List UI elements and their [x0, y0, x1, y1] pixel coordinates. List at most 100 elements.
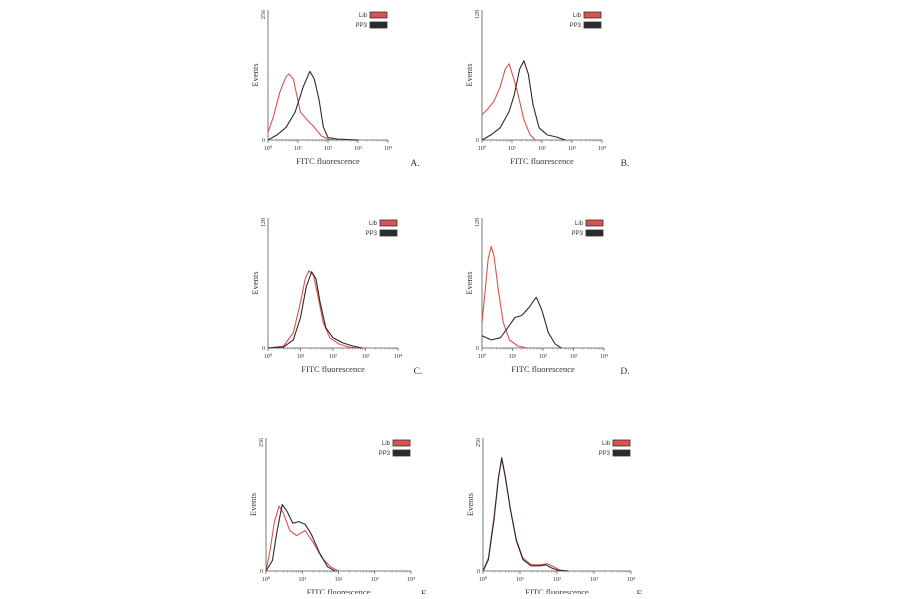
y-axis-label: Events: [464, 271, 474, 294]
y-max-tick-label: 128: [261, 218, 267, 227]
x-axis-label: FITC fluorescence: [511, 364, 575, 374]
legend-label-lib: Lib: [573, 13, 582, 19]
panel-label: A.: [410, 159, 419, 169]
y-max-tick-label: 256: [261, 10, 267, 19]
x-tick-label: 10²: [539, 354, 547, 360]
y-zero-tick-label: 0: [262, 138, 265, 144]
x-axis-label: FITC fluorescence: [301, 364, 365, 374]
flow-cytometry-histogram-grid: 256 0 Events 10⁰ 10¹ 10² 10³ 10⁴ FITC fluorescen…: [248, 10, 644, 599]
legend-swatch-pp3: [379, 229, 398, 237]
legend-swatch-lib: [392, 439, 411, 447]
legend-label-pp3: PP3: [599, 451, 611, 457]
panel-label: D.: [620, 367, 629, 377]
x-tick-label: 10⁰: [478, 353, 487, 360]
series-line-pp3: [482, 457, 569, 572]
panel-f: 256 0 Events 10⁰ 10¹ 10² 10³ 10⁴ FITC fluorescen…: [465, 438, 644, 599]
x-tick-label: 10⁴: [384, 146, 392, 152]
y-zero-tick-label: 0: [260, 569, 263, 575]
series-line-pp3: [481, 60, 566, 141]
figure: 256 0 Events 10⁰ 10¹ 10² 10³ 10⁴ FITC fluorescen…: [248, 0, 650, 599]
legend-swatch-lib: [583, 11, 602, 19]
x-axis-label: FITC fluorescence: [296, 156, 360, 166]
panel-label: E.: [421, 590, 429, 594]
series-line-lib: [267, 73, 338, 141]
panel-e: 256 0 Events 10⁰ 10¹ 10² 10³ 10⁴ FITC fluorescen…: [248, 438, 429, 599]
y-zero-tick-label: 0: [477, 569, 480, 575]
legend-label-pp3: PP3: [356, 23, 368, 29]
x-tick-label: 10⁴: [394, 354, 402, 360]
x-tick-label: 10²: [538, 146, 546, 152]
x-tick-label: 10⁴: [600, 354, 608, 360]
y-axis-label: Events: [250, 271, 260, 294]
x-tick-label: 10⁰: [264, 353, 273, 360]
legend-label-pp3: PP3: [570, 23, 582, 29]
x-axis-label: FITC fluorescence: [525, 587, 589, 594]
series-line-lib: [265, 505, 339, 572]
x-tick-label: 10³: [570, 354, 578, 360]
legend-swatch-pp3: [392, 449, 411, 457]
x-tick-label: 10³: [354, 146, 362, 152]
legend-swatch-lib: [369, 11, 388, 19]
panel-label: B.: [621, 159, 630, 169]
x-tick-label: 10²: [329, 354, 337, 360]
y-zero-tick-label: 0: [476, 138, 479, 144]
legend-swatch-pp3: [369, 21, 388, 29]
x-tick-label: 10²: [324, 146, 332, 152]
legend-label-lib: Lib: [382, 441, 391, 447]
x-tick-label: 10²: [335, 577, 343, 583]
panel-label: F.: [637, 590, 644, 594]
x-tick-label: 10⁰: [478, 145, 487, 152]
x-tick-label: 10⁴: [407, 577, 415, 583]
series-line-lib: [482, 458, 569, 572]
panel-label: C.: [414, 367, 423, 377]
x-tick-label: 10⁰: [264, 145, 273, 152]
y-max-tick-label: 128: [475, 218, 481, 227]
y-axis-label: Events: [250, 493, 258, 516]
legend-swatch-pp3: [585, 229, 604, 237]
x-tick-label: 10⁴: [598, 146, 606, 152]
legend-label-pp3: PP3: [379, 451, 391, 457]
x-tick-label: 10³: [568, 146, 576, 152]
panel-d: 128 0 Events 10⁰ 10¹ 10² 10³ 10⁴ FITC fluorescen…: [464, 218, 630, 377]
series-line-lib: [481, 245, 528, 349]
x-tick-label: 10¹: [516, 577, 524, 583]
legend-swatch-pp3: [583, 21, 602, 29]
legend-label-lib: Lib: [359, 13, 368, 19]
y-zero-tick-label: 0: [476, 346, 479, 352]
x-tick-label: 10³: [362, 354, 370, 360]
x-tick-label: 10¹: [297, 354, 305, 360]
x-tick-label: 10³: [590, 577, 598, 583]
y-max-tick-label: 128: [475, 10, 481, 19]
panel-b: 128 0 Events 10⁰ 10¹ 10² 10³ 10⁴ FITC fluorescen…: [464, 10, 629, 169]
y-max-tick-label: 256: [476, 438, 482, 447]
y-max-tick-label: 256: [259, 438, 265, 447]
x-tick-label: 10¹: [509, 354, 517, 360]
x-tick-label: 10⁰: [479, 576, 488, 583]
x-tick-label: 10¹: [294, 146, 302, 152]
series-line-pp3: [481, 296, 562, 349]
y-axis-label: Events: [250, 63, 260, 86]
series-line-lib: [267, 270, 359, 349]
legend-label-lib: Lib: [602, 441, 611, 447]
y-axis-label: Events: [465, 493, 475, 516]
legend-label-pp3: PP3: [572, 231, 584, 237]
legend-swatch-lib: [585, 219, 604, 227]
x-tick-label: 10⁴: [627, 577, 635, 583]
series-line-pp3: [267, 70, 359, 141]
legend-swatch-pp3: [612, 449, 631, 457]
y-zero-tick-label: 0: [262, 346, 265, 352]
legend-label-pp3: PP3: [366, 231, 378, 237]
legend-label-lib: Lib: [369, 221, 378, 227]
legend-label-lib: Lib: [575, 221, 584, 227]
series-line-pp3: [267, 271, 363, 349]
x-tick-label: 10³: [371, 577, 379, 583]
x-tick-label: 10²: [553, 577, 561, 583]
x-tick-label: 10¹: [298, 577, 306, 583]
legend-swatch-lib: [612, 439, 631, 447]
x-axis-label: FITC fluorescence: [307, 587, 371, 594]
legend-swatch-lib: [379, 219, 398, 227]
x-tick-label: 10¹: [508, 146, 516, 152]
series-line-lib: [481, 63, 536, 141]
series-line-pp3: [265, 503, 336, 572]
panel-c: 128 0 Events 10⁰ 10¹ 10² 10³ 10⁴ FITC fluorescen…: [250, 218, 422, 377]
